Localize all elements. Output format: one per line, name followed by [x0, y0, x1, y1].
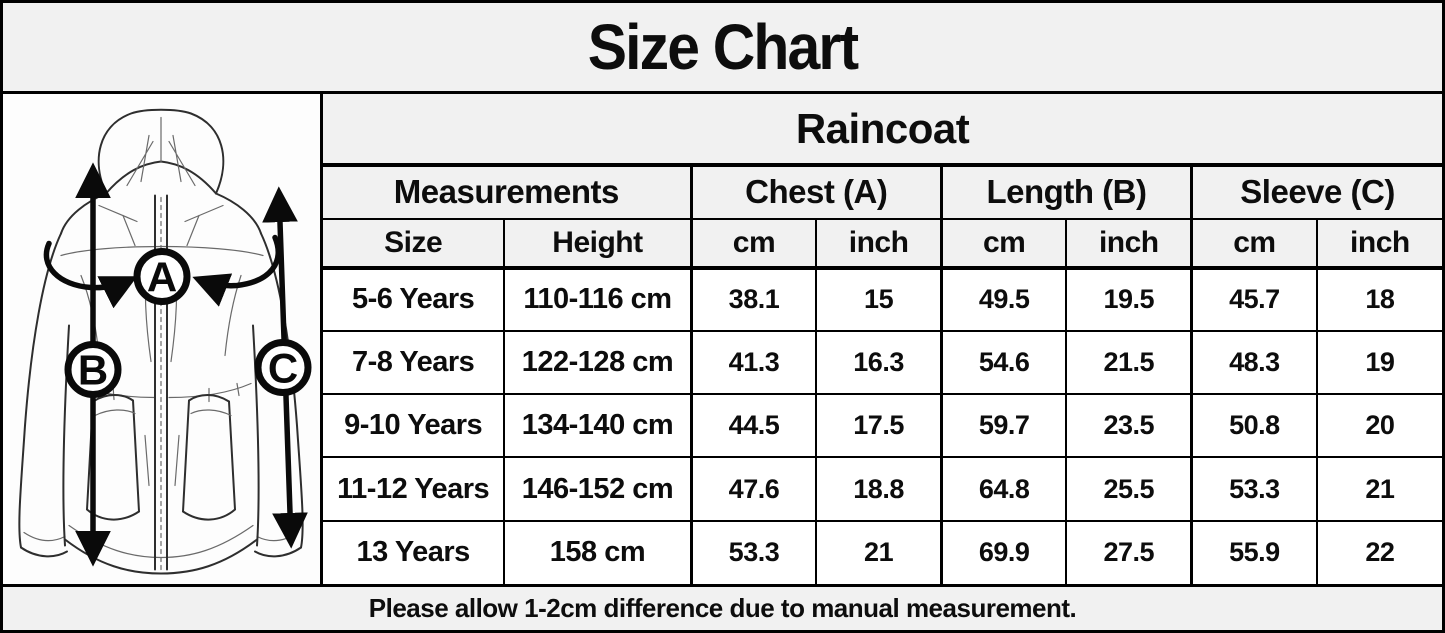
- size-cell: 11-12 Years: [323, 456, 506, 522]
- size-cell: 9-10 Years: [323, 393, 506, 459]
- chest-label: A: [147, 254, 177, 301]
- table-row: 7-8 Years 122-128 cm 41.3 16.3 54.6 21.5…: [323, 329, 1442, 396]
- chest-inch-cell: 21: [815, 519, 943, 584]
- length-cm-cell: 64.8: [939, 456, 1068, 522]
- chest-inch-cell: 15: [815, 266, 943, 332]
- page-title: Size Chart: [587, 11, 859, 83]
- chest-inch-cell: 17.5: [815, 393, 943, 459]
- sleeve-cm-cell: 48.3: [1190, 329, 1318, 396]
- length-inch-cell: 19.5: [1065, 266, 1193, 332]
- label-circle-b: B: [64, 341, 122, 398]
- col-header-sleeve-inch: inch: [1315, 217, 1442, 270]
- sleeve-cm-cell: 53.3: [1190, 456, 1318, 522]
- col-header-sleeve-cm: cm: [1190, 217, 1318, 270]
- chest-inch-cell: 16.3: [815, 329, 943, 396]
- note-bar: Please allow 1-2cm difference due to man…: [3, 584, 1442, 630]
- product-header-cell: Raincoat: [323, 94, 1442, 168]
- chest-arrow: [43, 234, 281, 309]
- length-cm-cell: 69.9: [939, 519, 1068, 584]
- length-inch-cell: 27.5: [1065, 519, 1193, 584]
- chest-cm-cell: 38.1: [689, 266, 818, 332]
- chest-cm-cell: 47.6: [689, 456, 818, 522]
- product-header-row: Raincoat: [323, 94, 1442, 168]
- height-cell: 146-152 cm: [503, 456, 693, 522]
- group-header-sleeve: Sleeve (C): [1190, 164, 1442, 220]
- col-header-height: Height: [503, 217, 693, 270]
- length-cm-cell: 49.5: [939, 266, 1068, 332]
- height-cell: 110-116 cm: [503, 266, 693, 332]
- table-row: 9-10 Years 134-140 cm 44.5 17.5 59.7 23.…: [323, 393, 1442, 459]
- column-header-row: Size Height cm inch cm inch cm inch: [323, 217, 1442, 270]
- size-cell: 7-8 Years: [323, 329, 506, 396]
- jacket-illustration: A B C: [18, 108, 312, 575]
- col-header-length-inch: inch: [1065, 217, 1193, 270]
- group-header-row: Measurements Chest (A) Length (B) Sleeve…: [323, 164, 1442, 220]
- content-area: A B C: [3, 94, 1442, 584]
- diagram-panel: A B C: [3, 94, 323, 584]
- col-header-length-cm: cm: [939, 217, 1068, 270]
- sleeve-inch-cell: 21: [1315, 456, 1442, 522]
- sleeve-inch-cell: 18: [1315, 266, 1442, 332]
- chest-cm-cell: 41.3: [689, 329, 818, 396]
- length-inch-cell: 21.5: [1065, 329, 1193, 396]
- length-cm-cell: 54.6: [939, 329, 1068, 396]
- length-inch-cell: 23.5: [1065, 393, 1193, 459]
- size-cell: 5-6 Years: [323, 266, 506, 332]
- sleeve-cm-cell: 55.9: [1190, 519, 1318, 584]
- col-header-chest-inch: inch: [815, 217, 943, 270]
- sleeve-label: C: [268, 345, 298, 392]
- group-header-chest: Chest (A): [689, 164, 943, 220]
- col-header-size: Size: [323, 217, 506, 270]
- sleeve-inch-cell: 20: [1315, 393, 1442, 459]
- label-circle-c: C: [254, 339, 312, 396]
- height-cell: 158 cm: [503, 519, 693, 584]
- sleeve-inch-cell: 19: [1315, 329, 1442, 396]
- sleeve-inch-cell: 22: [1315, 519, 1442, 584]
- note-text: Please allow 1-2cm difference due to man…: [368, 593, 1077, 623]
- size-cell: 13 Years: [323, 519, 506, 584]
- height-cell: 122-128 cm: [503, 329, 693, 396]
- chest-cm-cell: 44.5: [689, 393, 818, 459]
- chest-cm-cell: 53.3: [689, 519, 818, 584]
- group-header-length: Length (B): [939, 164, 1193, 220]
- length-cm-cell: 59.7: [939, 393, 1068, 459]
- table-panel: Raincoat Measurements Chest (A) Length (…: [323, 94, 1442, 584]
- height-cell: 134-140 cm: [503, 393, 693, 459]
- group-header-measurements: Measurements: [323, 164, 693, 220]
- length-label: B: [78, 347, 108, 394]
- table-row: 5-6 Years 110-116 cm 38.1 15 49.5 19.5 4…: [323, 266, 1442, 332]
- chest-inch-cell: 18.8: [815, 456, 943, 522]
- col-header-chest-cm: cm: [689, 217, 818, 270]
- size-table: Raincoat Measurements Chest (A) Length (…: [323, 94, 1442, 584]
- table-row: 13 Years 158 cm 53.3 21 69.9 27.5 55.9 2…: [323, 519, 1442, 584]
- jacket-outline: [18, 108, 304, 575]
- title-bar: Size Chart: [3, 3, 1442, 94]
- sleeve-cm-cell: 45.7: [1190, 266, 1318, 332]
- length-inch-cell: 25.5: [1065, 456, 1193, 522]
- sleeve-cm-cell: 50.8: [1190, 393, 1318, 459]
- label-circle-a: A: [133, 248, 191, 305]
- table-row: 11-12 Years 146-152 cm 47.6 18.8 64.8 25…: [323, 456, 1442, 522]
